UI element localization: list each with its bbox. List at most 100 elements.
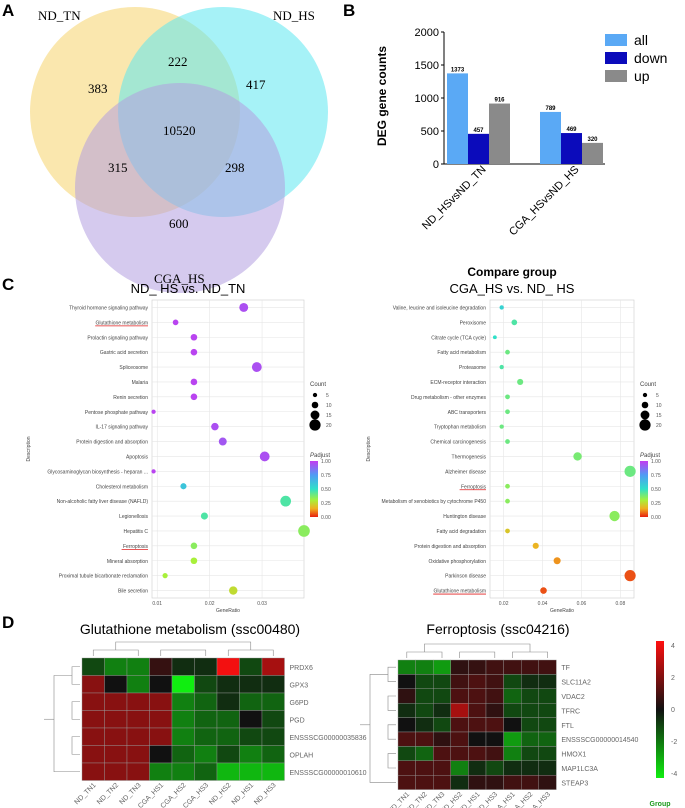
heatmap-cell	[485, 717, 504, 733]
heatmap-cell	[450, 659, 469, 675]
dotplot-x-label: GeneRatio	[550, 608, 574, 614]
bar-up-2	[582, 142, 603, 164]
term-label: Gastric acid secretion	[100, 350, 148, 356]
dotplot-left-title: ND_ HS vs. ND_TN	[131, 281, 246, 296]
heatmap-row-label: PGD	[290, 717, 305, 724]
term-label: Spliceosome	[119, 365, 148, 371]
dotplot-right-title: CGA_HS vs. ND_ HS	[450, 281, 575, 296]
dot-thyroid-hormone-signaling-pathway	[239, 303, 249, 312]
heatmap-cell	[538, 703, 557, 718]
term-label: Huntington disease	[443, 514, 486, 520]
heatmap-row-label: SLC11A2	[561, 680, 591, 687]
heatmap-cell	[149, 762, 173, 781]
heatmap-cell	[433, 659, 452, 675]
bar-legend-swatch-down	[605, 52, 627, 64]
heatmap-cell	[261, 675, 285, 694]
heatmap-cell	[149, 745, 173, 764]
panel-label-a: A	[2, 1, 14, 20]
count-legend-label: 5	[326, 393, 329, 399]
heatmap-glutathione: Glutathione metabolism (ssc00480) PRDX6 G…	[44, 621, 367, 808]
dendrogram-branch	[115, 641, 252, 650]
heatmap-cell	[171, 762, 195, 781]
heatmap-left-title: Glutathione metabolism (ssc00480)	[80, 621, 300, 637]
padj-legend-label: 0.50	[651, 487, 661, 493]
bar-category-label: ND_HSvsND_TN	[420, 164, 489, 233]
bar-value-label: 916	[494, 98, 505, 104]
heatmap-row-label: ENSSSCG00000035836	[290, 735, 367, 742]
term-label: Glutathione metabolism	[433, 589, 486, 595]
dot-mineral-absorption	[190, 557, 198, 565]
bar-legend-swatch-up	[605, 70, 627, 82]
heatmap-cell	[538, 688, 557, 704]
bar-legend-label-down: down	[634, 50, 667, 66]
dot-proteasome	[499, 364, 504, 370]
heatmap-cell	[261, 745, 285, 764]
heatmap-cell	[81, 710, 105, 729]
heatmap-cell	[397, 731, 416, 747]
dendrogram-branch	[387, 666, 396, 682]
heatmap-colorbar-tick: 2	[671, 675, 675, 682]
heatmap-cell	[538, 717, 557, 733]
heatmap-cell	[503, 703, 522, 718]
heatmap-cell	[104, 657, 128, 676]
heatmap-cell	[538, 674, 557, 690]
dotplot-x-tick: 0.03	[257, 601, 267, 607]
count-legend-title: Count	[640, 382, 656, 388]
heatmap-cell	[503, 775, 522, 790]
padj-legend-label: 0.25	[651, 501, 661, 507]
heatmap-cell	[521, 659, 540, 675]
venn-count-tn-hs: 222	[168, 54, 188, 69]
heatmap-cell	[468, 746, 487, 762]
heatmap-cell	[261, 762, 285, 781]
heatmap-cell	[450, 688, 469, 704]
heatmap-cell	[433, 674, 452, 690]
padj-colorbar	[310, 461, 318, 517]
term-label: Parkinson disease	[445, 574, 486, 580]
dendrogram-branch	[459, 651, 496, 658]
heatmap-cell	[415, 674, 434, 690]
count-legend-dot	[312, 392, 318, 398]
padj-legend-title-p: P	[310, 453, 314, 459]
count-legend-label: 15	[656, 413, 662, 419]
dotplot-panel	[151, 299, 305, 599]
heatmap-cell	[450, 703, 469, 718]
heatmap-cell	[397, 760, 416, 776]
dot-ferroptosis	[505, 483, 510, 489]
dot-glutathione-metabolism	[540, 587, 547, 594]
dot-parkinson-disease	[624, 570, 636, 582]
heatmap-cell	[81, 675, 105, 694]
venn-diagram: ND_TN ND_HS CGA_HS 383 417 222 10520 315…	[30, 7, 328, 293]
dot-protein-digestion-and-absorption	[218, 437, 227, 446]
dendrogram-branch	[424, 643, 531, 652]
heatmap-cell	[415, 688, 434, 704]
heatmap-cell	[397, 674, 416, 690]
term-label: Mineral absorption	[107, 559, 148, 565]
dot-abc-transporters	[505, 409, 510, 415]
dot-fatty-acid-metabolism	[505, 349, 510, 355]
heatmap-right-title: Ferroptosis (ssc04216)	[426, 621, 569, 637]
dot-apoptosis	[259, 451, 270, 462]
dot-spliceosome	[251, 362, 262, 372]
heatmap-cell	[521, 760, 540, 776]
term-label: Oxidative phosphorylation	[428, 559, 486, 565]
heatmap-cell	[503, 760, 522, 776]
dot-tryptophan-metabolism	[499, 424, 504, 429]
term-label: Valine, leucine and isoleucine degradati…	[393, 305, 487, 311]
count-legend-label: 10	[326, 403, 332, 409]
heatmap-col-dendrogram	[406, 643, 548, 658]
heatmap-cell	[503, 659, 522, 675]
heatmap-row-label: G6PD	[290, 700, 309, 707]
dendrogram-branch	[406, 651, 443, 658]
term-label: Legionellosis	[119, 514, 148, 520]
heatmap-cell	[433, 731, 452, 747]
dot-non-alcoholic-fatty-liver-disease-nafld-	[280, 495, 292, 507]
heatmap-colorbar-tick: -2	[671, 739, 677, 746]
heatmap-cell	[104, 710, 128, 729]
heatmap-cell	[450, 775, 469, 790]
heatmap-cell	[216, 762, 240, 781]
heatmap-row-label: TFRC	[561, 708, 580, 715]
heatmap-cell	[415, 746, 434, 762]
heatmap-cell	[104, 692, 128, 711]
dotplot-x-tick: 0.06	[577, 601, 587, 607]
heatmap-col-label: ND_TN1	[73, 782, 97, 806]
